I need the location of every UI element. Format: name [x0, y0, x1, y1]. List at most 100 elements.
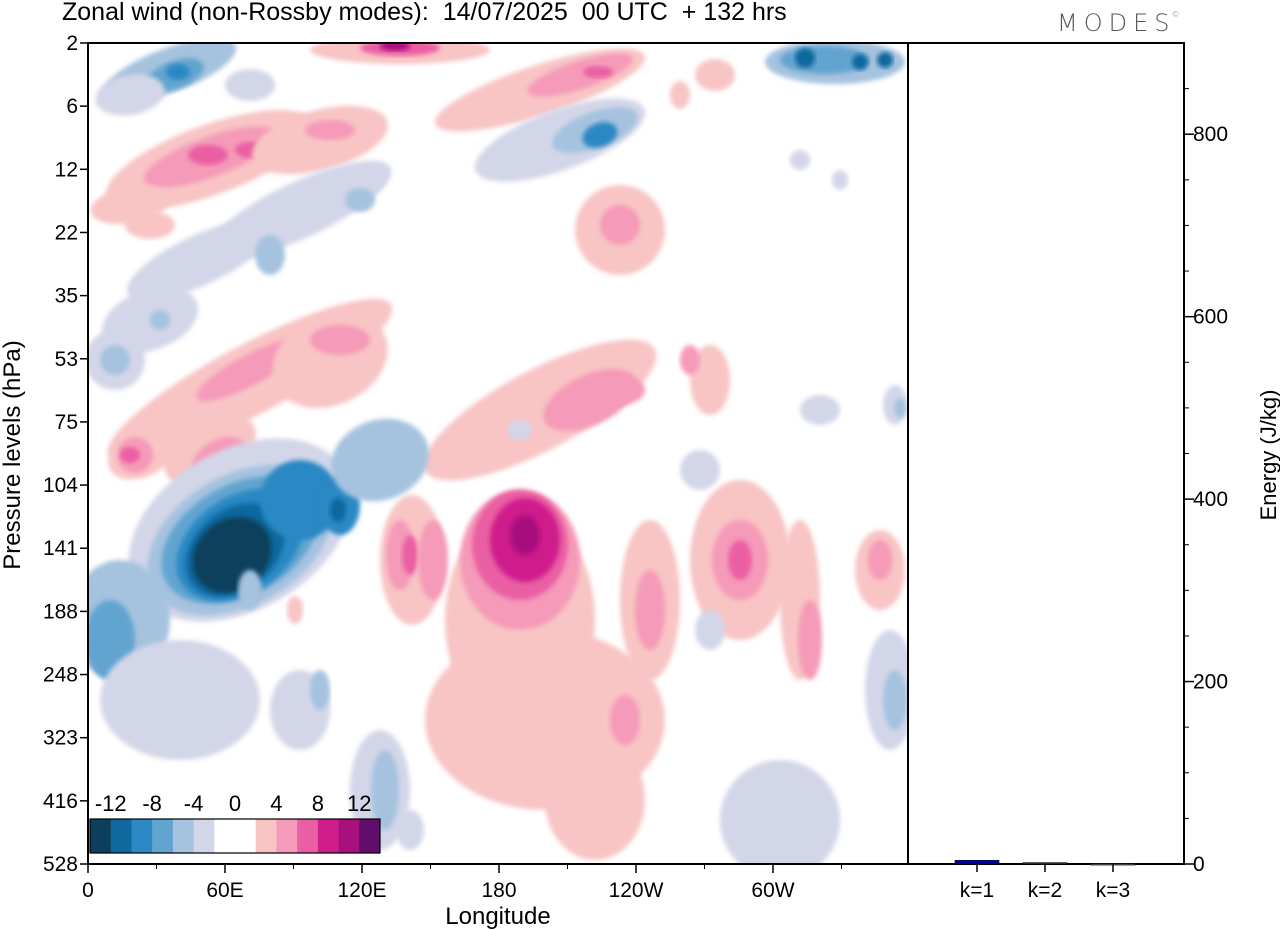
y-tick-label: 141 — [43, 537, 78, 560]
contour-fill — [852, 54, 868, 70]
contour-fill — [720, 760, 840, 864]
y-tick-label: 528 — [43, 853, 78, 876]
contour-fill — [260, 460, 340, 540]
contour-fill — [795, 48, 815, 68]
energy-x-label: k=1 — [960, 879, 994, 902]
contour-fill — [635, 570, 665, 650]
colorbar-label: -8 — [142, 791, 162, 816]
contour-fill — [868, 540, 892, 580]
colorbar-label: 0 — [229, 791, 241, 816]
contour-fill — [120, 447, 140, 463]
colorbar-label: -12 — [95, 791, 127, 816]
y-tick-label: 75 — [55, 411, 78, 434]
contour-fill — [95, 74, 165, 116]
contour-fill — [380, 43, 410, 51]
y-tick-label: 53 — [55, 348, 78, 371]
contour-fills — [88, 43, 908, 864]
energy-tick-label: 800 — [1193, 123, 1228, 146]
contour-fill — [188, 145, 228, 165]
x-tick-label: 60W — [751, 879, 794, 902]
contour-fill — [832, 170, 848, 190]
colorbar-swatch — [214, 819, 236, 853]
energy-x-labels: k=1 k=2 k=3 — [960, 864, 1130, 902]
contour-fill — [251, 105, 389, 175]
contour-fill — [331, 418, 429, 502]
contour-fill — [310, 325, 370, 355]
x-tick-label: 180 — [481, 879, 516, 902]
colorbar-label: 8 — [312, 791, 324, 816]
y-tick-label: 12 — [55, 158, 78, 181]
contour-fill — [305, 120, 355, 140]
contour-fill — [166, 64, 190, 80]
y-tick-label: 6 — [66, 95, 78, 118]
contour-fill — [680, 345, 700, 375]
contour-fill — [100, 640, 260, 760]
colorbar-swatch — [152, 819, 174, 853]
contour-fill — [883, 670, 907, 730]
energy-x-label: k=2 — [1028, 879, 1062, 902]
contour-fill — [126, 219, 274, 301]
energy-y-axis: 0 200 400 600 800 — [1184, 88, 1228, 876]
contour-fill — [238, 570, 262, 610]
contour-fill — [310, 670, 330, 710]
colorbar-label: 12 — [347, 791, 371, 816]
colorbar: -12 -8 -4 0 4 8 12 — [89, 791, 381, 854]
brand-text: MODES — [1057, 9, 1176, 37]
contour-fill — [610, 695, 640, 745]
y-tick-label: 248 — [43, 664, 78, 687]
contour-fill — [600, 205, 640, 245]
heatmap — [88, 43, 908, 864]
energy-panel-frame — [907, 42, 1185, 865]
contour-fill — [150, 310, 170, 330]
colorbar-swatch — [297, 819, 319, 853]
brand-logo: MODES© — [1057, 9, 1179, 37]
energy-panel: 0 200 400 600 800 k=1 k=2 k=3 Energy (J/kg) — [907, 42, 1280, 902]
energy-axis-label: Energy (J/kg) — [1256, 390, 1280, 521]
x-tick-label: 120E — [337, 879, 386, 902]
colorbar-swatch — [193, 819, 215, 853]
heatmap-y-axis: 2 6 12 22 35 53 75 104 141 188 248 323 416 528 — [43, 32, 88, 876]
contour-fill — [680, 450, 720, 490]
contour-fill — [510, 515, 540, 555]
contour-fill — [695, 59, 735, 91]
colorbar-swatch — [110, 819, 132, 853]
colorbar-swatch — [235, 819, 257, 853]
y-tick-label: 323 — [43, 727, 78, 750]
y-tick-label: 2 — [66, 32, 78, 55]
colorbar-swatch — [338, 819, 360, 853]
contour-fill — [125, 211, 175, 239]
energy-x-label: k=3 — [1096, 879, 1130, 902]
heatmap-x-axis: 0 60E 120E 180 120W 60W — [82, 864, 842, 902]
contour-fill — [690, 345, 730, 415]
contour-fill — [345, 188, 375, 212]
contour-fill — [894, 398, 906, 418]
colorbar-swatch — [172, 819, 195, 853]
chart-title: Zonal wind (non-Rossby modes): 14/07/202… — [62, 0, 787, 26]
contour-fill — [545, 740, 645, 860]
y-tick-label: 35 — [55, 285, 78, 308]
colorbar-swatch — [255, 819, 277, 853]
y-tick-label: 104 — [43, 474, 78, 497]
contour-fill — [371, 750, 399, 830]
contour-fill — [583, 66, 613, 78]
x-tick-label: 60E — [206, 879, 243, 902]
y-tick-label: 22 — [55, 221, 78, 244]
y-tick-label: 416 — [43, 790, 78, 813]
x-tick-label: 120W — [609, 879, 664, 902]
contour-fill — [595, 375, 645, 405]
colorbar-swatch — [90, 819, 112, 853]
colorbar-swatch — [317, 819, 340, 853]
contour-fill — [527, 53, 633, 97]
colorbar-swatch — [276, 819, 298, 853]
contour-fill — [418, 520, 448, 600]
contour-fill — [670, 81, 690, 109]
contour-fill — [255, 235, 285, 275]
colorbar-swatch — [131, 819, 153, 853]
energy-tick-label: 0 — [1193, 853, 1205, 876]
contour-fill — [800, 395, 840, 425]
contour-fill — [582, 122, 618, 148]
brand-mark: © — [1171, 10, 1180, 19]
contour-fill — [798, 600, 822, 680]
contour-fill — [695, 610, 725, 650]
